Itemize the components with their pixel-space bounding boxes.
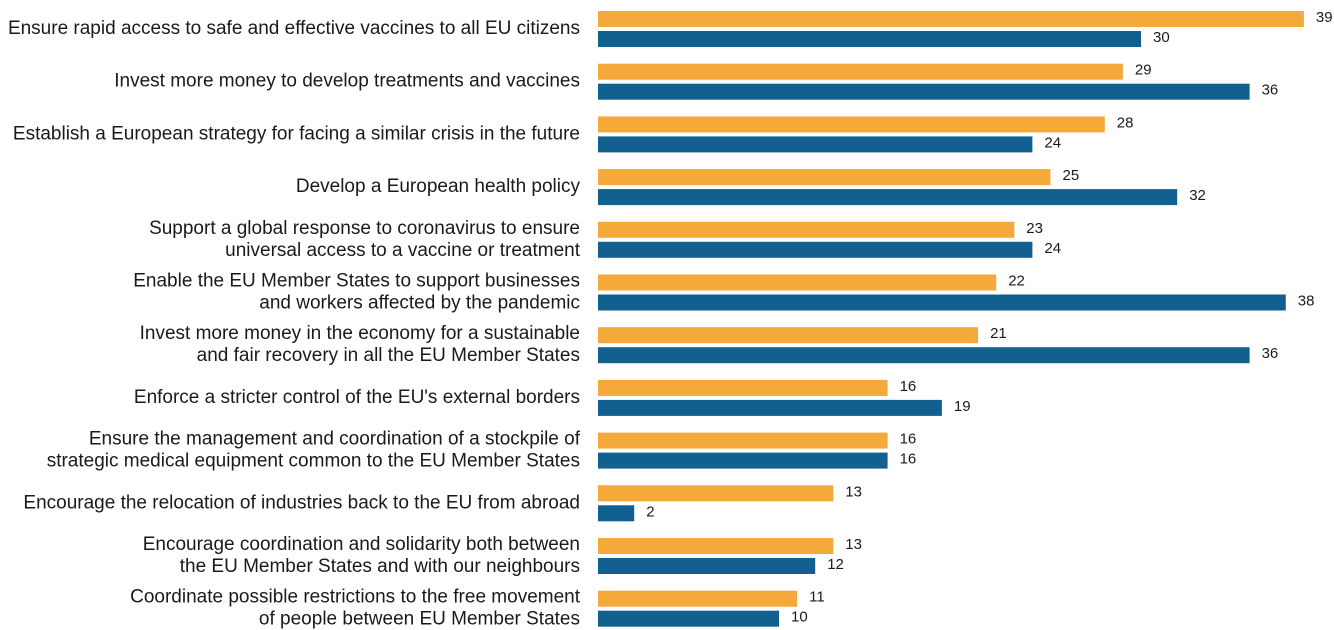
category-label-11-line-0: Coordinate possible restrictions to the … (130, 587, 581, 608)
bar-orange-7 (598, 379, 888, 396)
bar-orange-5 (598, 274, 997, 291)
category-label-8-line-0: Ensure the management and coordination o… (89, 429, 581, 450)
value-label-orange-10: 13 (845, 536, 862, 553)
value-label-orange-1: 29 (1135, 62, 1152, 79)
category-label-11-line-1: of people between EU Member States (259, 609, 580, 630)
bar-orange-11 (598, 590, 798, 607)
bar-orange-1 (598, 63, 1123, 80)
bar-blue-8 (598, 452, 888, 469)
category-labels-layer: Ensure rapid access to safe and effectiv… (8, 18, 581, 630)
bar-blue-2 (598, 136, 1033, 153)
bar-blue-11 (598, 610, 779, 627)
value-label-orange-4: 23 (1026, 220, 1043, 237)
value-labels-layer: 3930293628242532232422382136161916161321… (646, 9, 1332, 626)
value-label-blue-10: 12 (827, 556, 844, 573)
value-label-orange-6: 21 (990, 325, 1007, 342)
value-label-orange-2: 28 (1117, 114, 1134, 131)
bar-blue-7 (598, 399, 942, 416)
bars-layer (598, 11, 1304, 627)
category-label-10-line-1: the EU Member States and with our neighb… (180, 556, 580, 577)
bar-orange-9 (598, 485, 834, 502)
bar-blue-6 (598, 347, 1250, 364)
bar-orange-6 (598, 327, 979, 344)
bar-orange-8 (598, 432, 888, 449)
bar-blue-5 (598, 294, 1286, 311)
category-label-6-line-1: and fair recovery in all the EU Member S… (197, 345, 580, 366)
bar-orange-2 (598, 116, 1105, 133)
value-label-orange-8: 16 (900, 431, 917, 448)
category-label-10-line-0: Encourage coordination and solidarity bo… (143, 534, 580, 555)
category-label-0: Ensure rapid access to safe and effectiv… (8, 18, 580, 39)
category-label-9: Encourage the relocation of industries b… (23, 492, 580, 513)
bar-orange-4 (598, 221, 1015, 238)
value-label-blue-1: 36 (1262, 82, 1279, 99)
category-label-7: Enforce a stricter control of the EU's e… (134, 387, 580, 408)
value-label-blue-5: 38 (1298, 292, 1315, 309)
bar-orange-3 (598, 169, 1051, 186)
value-label-blue-4: 24 (1044, 240, 1061, 257)
value-label-blue-6: 36 (1262, 345, 1279, 362)
value-label-blue-2: 24 (1044, 134, 1061, 151)
category-label-4-line-0: Support a global response to coronavirus… (149, 218, 580, 239)
category-label-1: Invest more money to develop treatments … (114, 71, 580, 92)
category-label-6-line-0: Invest more money in the economy for a s… (140, 323, 580, 344)
category-label-8-line-1: strategic medical equipment common to th… (47, 451, 580, 472)
value-label-orange-3: 25 (1063, 167, 1080, 184)
category-label-2: Establish a European strategy for facing… (13, 123, 580, 144)
value-label-blue-7: 19 (954, 398, 971, 415)
bar-blue-0 (598, 31, 1141, 47)
category-label-5-line-0: Enable the EU Member States to support b… (133, 271, 580, 292)
bar-orange-0 (598, 11, 1304, 27)
bar-blue-4 (598, 241, 1033, 258)
bar-blue-9 (598, 505, 635, 522)
value-label-blue-9: 2 (646, 503, 654, 520)
value-label-orange-7: 16 (900, 378, 917, 395)
bar-orange-10 (598, 538, 834, 554)
category-label-5-line-1: and workers affected by the pandemic (259, 293, 580, 314)
bar-blue-10 (598, 558, 816, 574)
value-label-blue-8: 16 (900, 451, 917, 468)
value-label-blue-11: 10 (791, 609, 808, 626)
category-label-3: Develop a European health policy (296, 176, 581, 197)
category-label-4-line-1: universal access to a vaccine or treatme… (225, 240, 581, 261)
bar-blue-1 (598, 83, 1250, 100)
value-label-orange-0: 39 (1316, 9, 1333, 26)
value-label-orange-5: 22 (1008, 272, 1025, 289)
bar-blue-3 (598, 189, 1178, 206)
value-label-blue-3: 32 (1189, 187, 1206, 204)
value-label-orange-11: 11 (809, 589, 825, 606)
value-label-orange-9: 13 (845, 483, 862, 500)
value-label-blue-0: 30 (1153, 29, 1170, 46)
